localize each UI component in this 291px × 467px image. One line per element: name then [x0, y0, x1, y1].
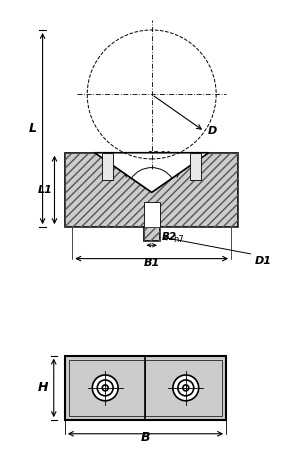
Text: D: D [208, 126, 217, 136]
Circle shape [97, 380, 113, 396]
Circle shape [178, 380, 194, 396]
Text: H: H [38, 382, 49, 395]
Circle shape [173, 375, 199, 401]
Text: D1: D1 [255, 255, 272, 266]
Circle shape [102, 385, 108, 391]
Text: L: L [29, 122, 37, 135]
Polygon shape [65, 356, 226, 420]
Text: B: B [141, 431, 150, 444]
Polygon shape [144, 202, 160, 227]
Circle shape [183, 385, 189, 391]
Polygon shape [95, 153, 209, 192]
Text: B1: B1 [143, 258, 160, 268]
Text: h7: h7 [173, 235, 184, 244]
Polygon shape [190, 153, 201, 180]
Polygon shape [65, 153, 239, 227]
Circle shape [92, 375, 118, 401]
Text: L1: L1 [38, 185, 52, 195]
Text: B2: B2 [162, 232, 177, 242]
Polygon shape [102, 153, 113, 180]
Text: 120°: 120° [147, 151, 172, 162]
Polygon shape [144, 227, 160, 241]
